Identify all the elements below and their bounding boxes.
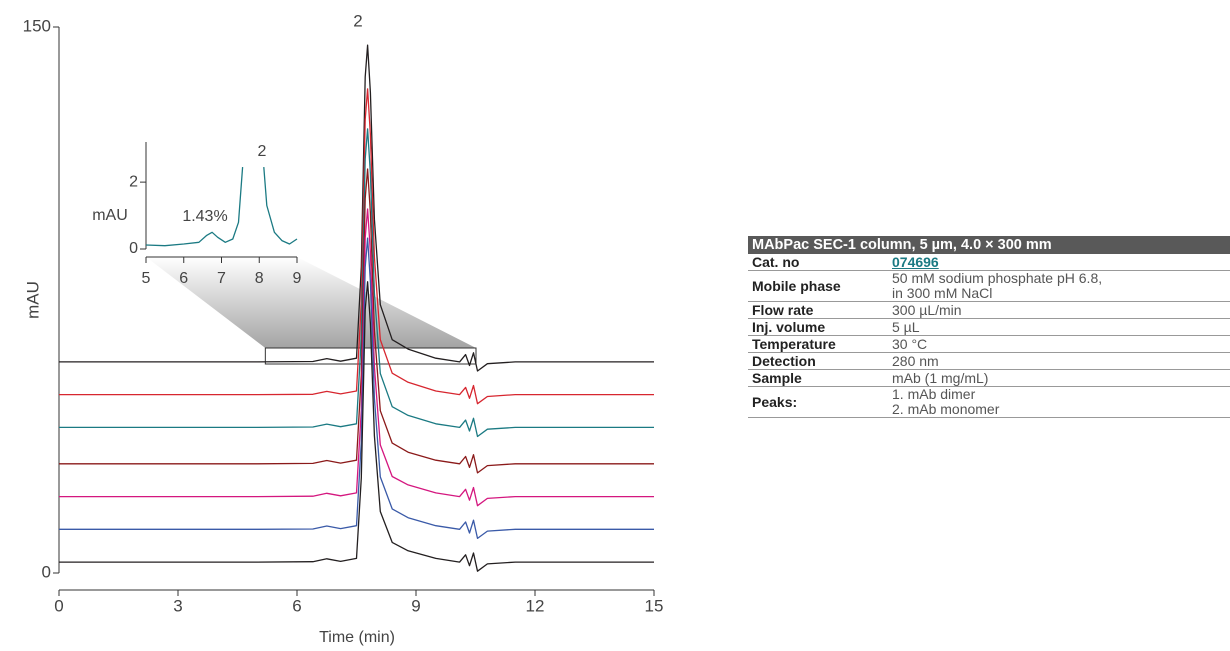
value-line: 1. mAb dimer — [892, 386, 976, 402]
row-label: Mobile phase — [748, 270, 888, 302]
row-label: Inj. volume — [748, 318, 888, 336]
value-line: 50 mM sodium phosphate pH 6.8, — [892, 270, 1103, 286]
y-axis-label: mAU — [23, 281, 42, 319]
value-line: 2. mAb monomer — [892, 401, 1000, 417]
x-tick-label: 9 — [293, 270, 302, 287]
row-label: Temperature — [748, 335, 888, 353]
table-header-row: MAbPac SEC-1 column, 5 µm, 4.0 × 300 mm — [748, 236, 1230, 254]
value-line: mAb (1 mg/mL) — [892, 369, 989, 386]
y-axis-label: mAU — [92, 207, 128, 224]
x-axis-label: Time (min) — [319, 629, 395, 646]
row-value: 1. mAb dimer 2. mAb monomer — [888, 386, 1230, 418]
row-value: 074696 — [888, 254, 1230, 271]
table-row: Mobile phase 50 mM sodium phosphate pH 6.… — [748, 270, 1230, 302]
catalog-link[interactable]: 074696 — [892, 253, 939, 270]
trace — [59, 208, 654, 507]
trace — [59, 88, 654, 405]
y-tick-label: 0 — [42, 562, 51, 581]
x-tick-label: 15 — [645, 596, 664, 615]
table-header: MAbPac SEC-1 column, 5 µm, 4.0 × 300 mm — [748, 236, 1230, 254]
x-tick-label: 5 — [142, 270, 151, 287]
table-row: Peaks: 1. mAb dimer 2. mAb monomer — [748, 386, 1230, 418]
value-line: 300 µL/min — [892, 301, 962, 318]
value-line: 280 nm — [892, 352, 939, 369]
row-label: Flow rate — [748, 301, 888, 319]
row-value: 30 °C — [888, 335, 1230, 353]
x-tick-label: 6 — [292, 596, 301, 615]
x-tick-label: 9 — [411, 596, 420, 615]
y-tick-label: 150 — [23, 16, 51, 35]
y-tick-label: 2 — [129, 173, 138, 190]
row-value: 5 µL — [888, 318, 1230, 336]
row-value: 300 µL/min — [888, 301, 1230, 319]
zoom-shade — [146, 257, 476, 348]
x-tick-label: 0 — [54, 596, 63, 615]
trace — [59, 168, 654, 474]
table-row: Inj. volume 5 µL — [748, 318, 1230, 336]
value-line: 30 °C — [892, 335, 928, 352]
value-line: 5 µL — [892, 318, 920, 335]
table-row: Temperature 30 °C — [748, 335, 1230, 353]
y-tick-label: 0 — [129, 240, 138, 257]
x-tick-label: 7 — [217, 270, 226, 287]
table-row: Cat. no 074696 — [748, 254, 1230, 271]
annotation: 2 — [258, 143, 267, 160]
annotation: 1.43% — [182, 208, 227, 225]
x-tick-label: 12 — [526, 596, 545, 615]
table-row: Flow rate 300 µL/min — [748, 301, 1230, 319]
x-tick-label: 8 — [255, 270, 264, 287]
trace — [59, 281, 654, 572]
trace — [59, 128, 654, 438]
trace — [59, 237, 654, 540]
annotation: 2 — [353, 11, 362, 30]
row-label: Detection — [748, 352, 888, 370]
table-row: Sample mAb (1 mg/mL) — [748, 369, 1230, 387]
value-line: in 300 mM NaCl — [892, 285, 993, 301]
row-label: Sample — [748, 369, 888, 387]
x-tick-label: 6 — [179, 270, 188, 287]
table-row: Detection 280 nm — [748, 352, 1230, 370]
row-label: Cat. no — [748, 254, 888, 271]
row-label: Peaks: — [748, 386, 888, 418]
trace — [145, 167, 298, 247]
x-tick-label: 3 — [173, 596, 182, 615]
row-value: 280 nm — [888, 352, 1230, 370]
row-value: 50 mM sodium phosphate pH 6.8, in 300 mM … — [888, 270, 1230, 302]
trace — [59, 44, 654, 372]
row-value: mAb (1 mg/mL) — [888, 369, 1230, 387]
conditions-table: MAbPac SEC-1 column, 5 µm, 4.0 × 300 mm … — [748, 236, 1230, 418]
